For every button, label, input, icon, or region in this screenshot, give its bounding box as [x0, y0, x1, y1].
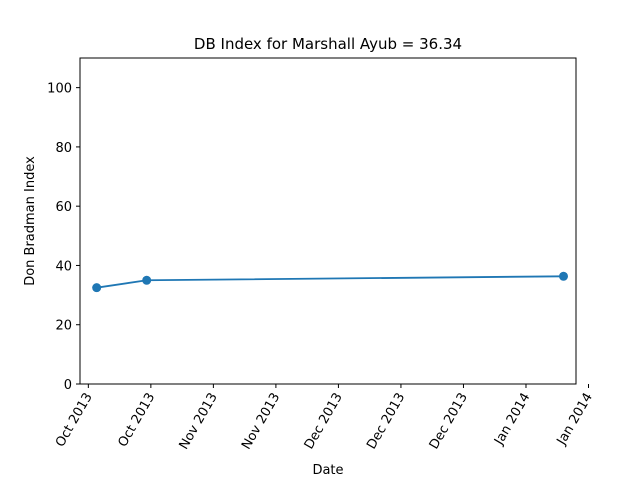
y-tick-label: 40 [55, 259, 72, 274]
data-point [558, 271, 568, 281]
data-point [92, 283, 102, 293]
series-layer [92, 271, 568, 293]
y-tick-label: 60 [55, 200, 72, 215]
plot-frame [79, 57, 577, 385]
y-tick-label: 0 [64, 378, 72, 393]
chart-title: DB Index for Marshall Ayub = 36.34 [194, 35, 462, 53]
y-tick-label: 20 [55, 319, 72, 334]
y-axis-label: Don Bradman Index [23, 156, 38, 286]
y-tick-label: 100 [47, 82, 72, 97]
x-axis-label: Date [312, 463, 343, 478]
data-point [142, 275, 152, 285]
y-axis-ticks: 0 20 40 60 80 100 [47, 82, 80, 393]
plot-area [80, 58, 576, 384]
y-tick-label: 80 [55, 141, 72, 156]
